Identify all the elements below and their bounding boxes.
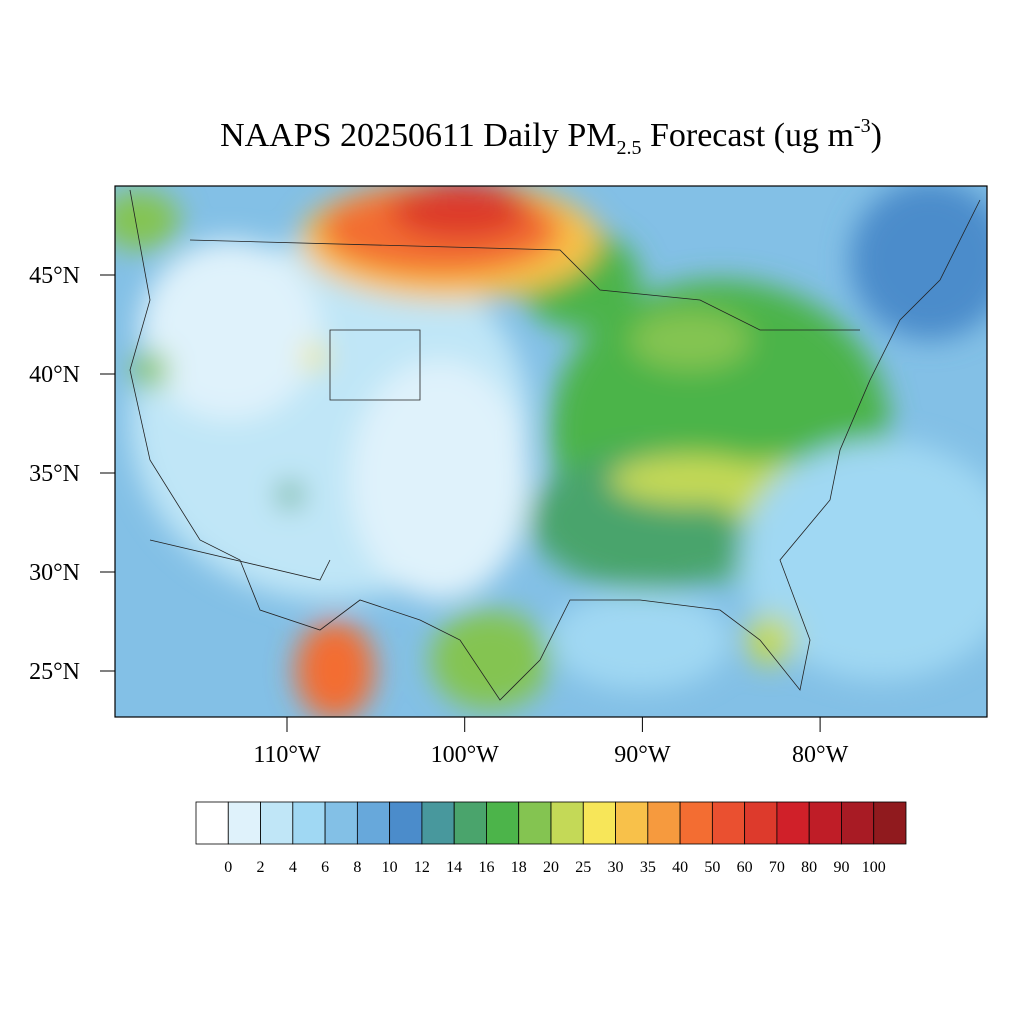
colorbar-box — [518, 801, 552, 845]
lon-label: 110°W — [253, 742, 321, 768]
title-sup: -3 — [854, 115, 871, 137]
colorbar-label: 4 — [289, 859, 297, 876]
lat-label: 40°N — [29, 362, 80, 388]
map-frame — [114, 185, 988, 718]
lat-label: 45°N — [29, 263, 80, 289]
colorbar-label: 2 — [257, 859, 265, 876]
colorbar: 0 2 4 6 8 10 12 14 16 18 20 25 30 35 40 50 60 70 80 90 100 — [195, 801, 907, 876]
boundaries — [129, 189, 981, 701]
colorbar-box — [841, 801, 875, 845]
title-main: NAAPS 20250611 Daily PM — [220, 117, 616, 154]
colorbar-label: 25 — [575, 859, 591, 876]
colorbar-label: 20 — [543, 859, 559, 876]
colorbar-box — [486, 801, 520, 845]
colorbar-label: 18 — [511, 859, 527, 876]
lon-label: 100°W — [431, 742, 500, 768]
colorbar-label: 8 — [353, 859, 361, 876]
colorbar-label: 60 — [737, 859, 753, 876]
title: NAAPS 20250611 Daily PM2.5 Forecast (ug … — [220, 115, 882, 159]
colorbar-box — [615, 801, 649, 845]
colorbar-box — [260, 801, 294, 845]
lat-label: 25°N — [29, 659, 80, 685]
colorbar-box — [324, 801, 358, 845]
colorbar-label: 80 — [801, 859, 817, 876]
colorbar-box — [195, 801, 229, 845]
map-field — [115, 186, 987, 717]
colorbar-box — [389, 801, 423, 845]
colorbar-label: 100 — [862, 859, 886, 876]
colorbar-label: 70 — [769, 859, 785, 876]
colorbar-label: 12 — [414, 859, 430, 876]
colorbar-box — [776, 801, 810, 845]
lat-label: 35°N — [29, 461, 80, 487]
title-middle: Forecast (ug m — [641, 117, 853, 154]
colorbar-box — [550, 801, 584, 845]
colorbar-box — [356, 801, 391, 845]
ticks: 45°N 40°N 35°N 30°N 25°N 110°W 100°W 90°W 80°W — [29, 263, 849, 768]
title-sub: 2.5 — [616, 137, 641, 159]
colorbar-box — [873, 801, 907, 845]
colorbar-label: 10 — [382, 859, 398, 876]
colorbar-label: 40 — [672, 859, 688, 876]
colorbar-label: 16 — [478, 859, 494, 876]
colorbar-box — [292, 801, 326, 845]
lat-label: 30°N — [29, 560, 80, 586]
colorbar-box — [744, 801, 778, 845]
colorbar-box — [647, 801, 681, 845]
colorbar-box — [227, 801, 261, 845]
field-blobs — [115, 186, 987, 717]
colorbar-label: 50 — [704, 859, 720, 876]
colorbar-box — [679, 801, 713, 845]
colorbar-label: 14 — [446, 859, 462, 876]
colorbar-label: 35 — [640, 859, 656, 876]
lon-label: 90°W — [614, 742, 671, 768]
colorbar-label: 6 — [321, 859, 329, 876]
colorbar-box — [808, 801, 842, 845]
colorbar-label: 30 — [608, 859, 624, 876]
colorbar-box — [582, 801, 616, 845]
colorbar-box — [711, 801, 746, 845]
colorbar-label: 0 — [224, 859, 232, 876]
title-end: ) — [871, 117, 882, 154]
lon-label: 80°W — [792, 742, 849, 768]
colorbar-box — [421, 801, 455, 845]
colorbar-label: 90 — [833, 859, 849, 876]
colorbar-box — [453, 801, 487, 845]
